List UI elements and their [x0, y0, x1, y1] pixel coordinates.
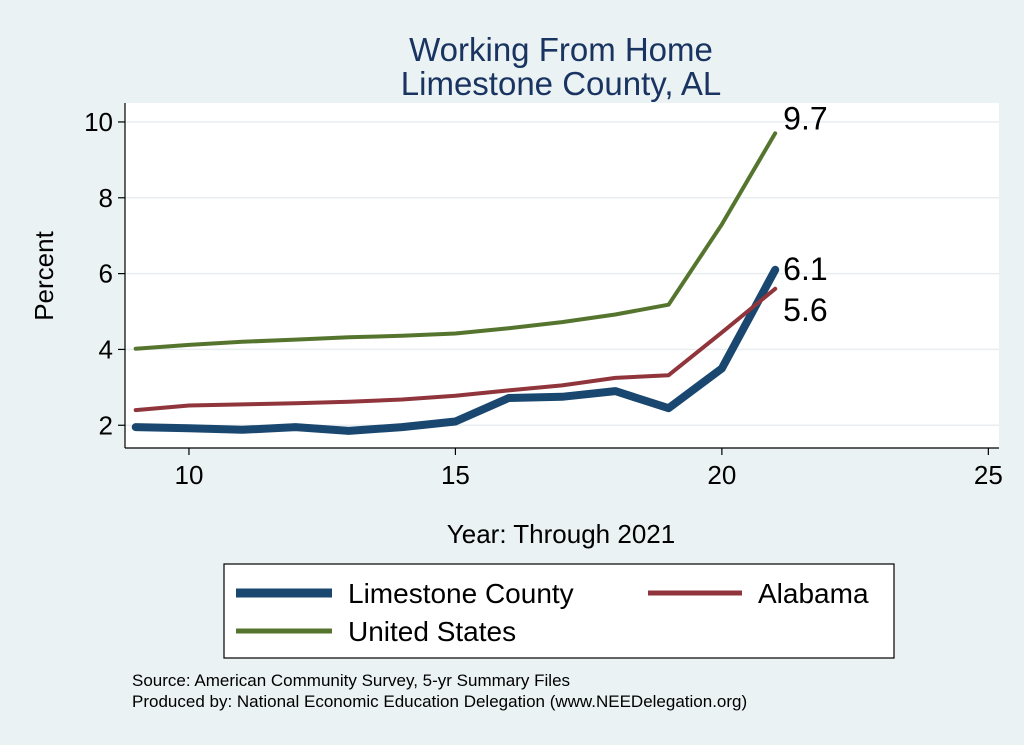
end-label-united-states: 9.7 [783, 100, 827, 136]
x-tick-label-15: 15 [441, 460, 470, 490]
x-tick-label-25: 25 [974, 460, 1003, 490]
series-line-alabama [133, 286, 778, 413]
x-tick-label-20: 20 [707, 460, 736, 490]
series-line-limestone-county [131, 265, 780, 435]
x-ticks: 10 15 20 25 [174, 448, 1003, 490]
y-tick-label-10: 10 [84, 107, 113, 137]
legend-label-alabama: Alabama [758, 578, 869, 609]
y-ticks: 2 4 6 8 10 [84, 107, 125, 440]
end-label-limestone-county: 6.1 [783, 251, 827, 287]
chart-title: Working From Home [409, 31, 713, 68]
series-lines [131, 131, 780, 435]
legend-box [223, 563, 895, 659]
source-note: Source: American Community Survey, 5-yr … [132, 671, 570, 690]
legend-label-united-states: United States [348, 616, 516, 647]
y-tick-label-8: 8 [99, 183, 113, 213]
x-tick-label-10: 10 [174, 460, 203, 490]
end-label-alabama: 5.6 [783, 292, 827, 328]
x-axis-label: Year: Through 2021 [447, 519, 675, 549]
legend-label-limestone-county: Limestone County [348, 578, 574, 609]
y-tick-label-4: 4 [99, 334, 113, 364]
series-line-united-states [133, 131, 778, 351]
end-labels: 6.1 5.6 9.7 [783, 100, 827, 327]
y-tick-label-6: 6 [99, 259, 113, 289]
y-axis-label: Percent [29, 230, 59, 320]
chart-subtitle: Limestone County, AL [401, 65, 721, 102]
legend: Limestone County Alabama United States [223, 563, 895, 659]
y-tick-label-2: 2 [99, 410, 113, 440]
plot-area [125, 103, 999, 448]
producer-note: Produced by: National Economic Education… [132, 692, 747, 711]
